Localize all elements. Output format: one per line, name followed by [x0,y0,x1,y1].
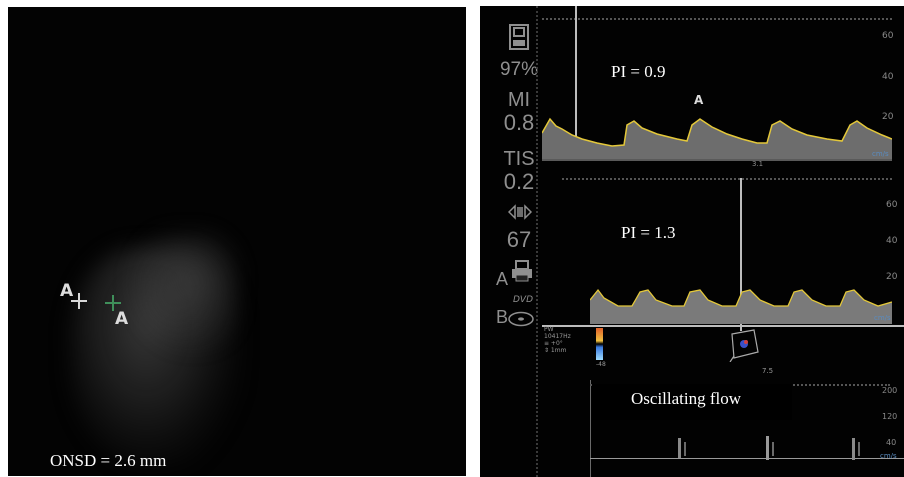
unit-label: cm/s [872,150,889,158]
battery-value: 97% [499,59,539,80]
scale-tick: 60 [886,200,898,210]
scale-tick: 40 [886,236,898,246]
trace-gridline [542,18,892,20]
mi-label: MI [507,89,531,111]
doppler-trace-middle: 60 40 20 cm/s PI = 1.3 [542,166,904,331]
printer-a-label: A [495,269,508,289]
dvd-disc-icon[interactable] [508,311,534,327]
spectral-waveform [542,117,892,159]
baseline [590,458,904,459]
baseline-label: 3.1 [752,160,764,168]
probe-info-line: ⇕ 1mm [544,347,567,354]
mi-value: 0.8 [503,110,535,135]
gain-icon [508,204,532,220]
pi-annotation-top: PI = 0.9 [611,62,666,81]
scale-tick: 200 [882,386,898,395]
oscillating-flow-annotation: Oscillating flow [631,389,742,408]
doppler-trace-top: 60 40 20 cm/s 3.1 A PI = 0.9 [542,6,904,168]
tis-value: 0.2 [503,169,535,194]
probe-info-line: ≡ +0° [544,340,563,347]
pi-annotation-middle: PI = 1.3 [621,223,676,242]
depth-label: 7.5 [762,367,774,375]
dvd-label: DVD [513,295,534,305]
panel-separator [536,6,538,477]
probe-info-line: PW [544,326,554,333]
trace-gridline [562,178,892,180]
color-scale-bar [596,328,603,360]
oscillating-flow-label-bg [592,384,792,420]
cursor-line [575,6,577,158]
scale-tick: 40 [886,438,897,447]
onsd-measurement-label: ONSD = 2.6 mm [50,451,167,470]
trace-marker-label: A [694,93,704,107]
unit-label: cm/s [880,452,897,460]
caliper-marker-label: A [60,281,74,301]
doppler-panel: 97% MI 0.8 TIS 0.2 67 A B DVD 60 40 20 c… [480,6,904,477]
scale-tick: 20 [882,112,894,122]
cursor-line [740,178,742,331]
color-scale-low: -48 [596,361,606,368]
printer-icon[interactable] [510,260,534,282]
probe-info-line: 10417Hz [544,333,571,340]
caliper-marker-label: A [115,309,129,329]
optic-nerve-ultrasound-image: A A ONSD = 2.6 mm [8,7,466,476]
scale-tick: 40 [882,72,894,82]
dvd-b-label: B [495,307,508,327]
probe-info: PW 10417Hz ≡ +0° ⇕ 1mm [544,326,604,376]
caliper-cross-icon[interactable] [71,293,87,309]
caliper-cross-icon[interactable] [105,295,121,311]
gain-value: 67 [506,227,532,252]
sample-volume-icon [729,329,759,362]
baseline [542,325,904,327]
ultrasound-tissue-glow [70,247,240,467]
ultrasound-tissue-glow-upper [128,232,238,352]
trace-border [590,380,591,477]
tis-label: TIS [503,148,535,170]
unit-label: cm/s [874,314,891,322]
spectral-waveform [590,288,892,324]
baseline [542,159,892,161]
spectral-waveform [678,436,860,460]
storage-icon [509,24,529,50]
scale-tick: 120 [882,412,898,421]
scale-tick: 20 [886,272,898,282]
scale-tick: 60 [882,31,894,41]
